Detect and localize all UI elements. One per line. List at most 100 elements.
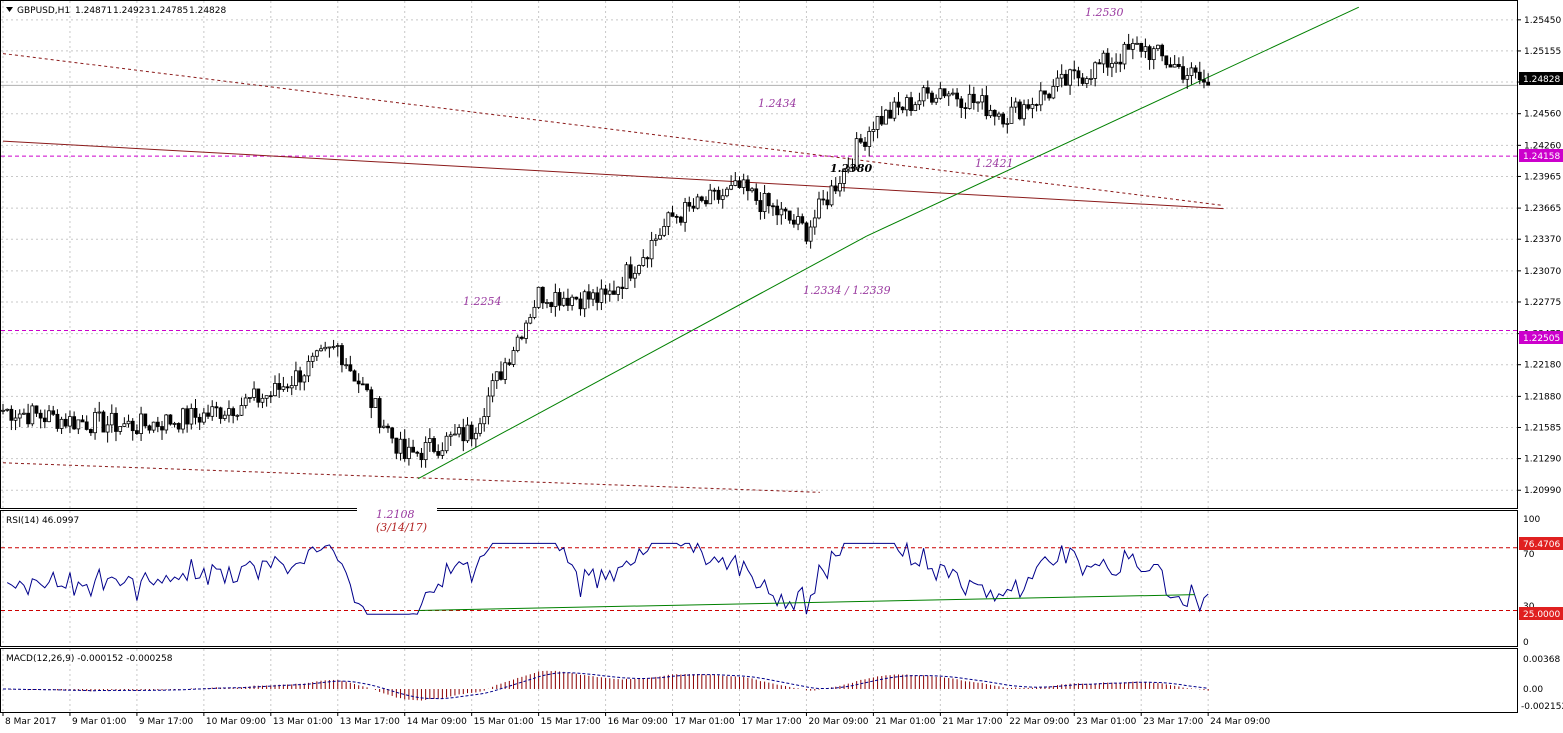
rsi-series bbox=[1, 541, 1517, 615]
price-tick-label: 1.22775 bbox=[1524, 298, 1561, 308]
candle-body bbox=[666, 212, 671, 227]
candle-body bbox=[863, 141, 867, 147]
candle-body bbox=[118, 426, 123, 432]
rsi-label: RSI(14) 46.0997 bbox=[6, 516, 79, 526]
candle-body bbox=[1197, 71, 1202, 81]
candle-body bbox=[691, 205, 696, 209]
candle-body bbox=[1122, 43, 1127, 65]
candle-body bbox=[423, 442, 428, 461]
candle-body bbox=[507, 362, 512, 365]
candle-body bbox=[683, 202, 687, 223]
level-1-label: 1.24158 bbox=[1523, 152, 1560, 162]
candle-body bbox=[750, 188, 754, 192]
candle-body bbox=[524, 322, 528, 339]
candle-body bbox=[486, 395, 491, 417]
candle-body bbox=[536, 286, 541, 308]
candle-body bbox=[210, 406, 215, 417]
candle-body bbox=[833, 185, 838, 192]
candle-body bbox=[1130, 43, 1135, 50]
candle-body bbox=[348, 364, 353, 372]
candle-body bbox=[649, 240, 654, 260]
candle-body bbox=[821, 198, 826, 201]
candle-body bbox=[570, 296, 575, 306]
candle-body bbox=[59, 418, 64, 429]
candle-body bbox=[252, 388, 256, 398]
rsi-tick-70: 70 bbox=[1523, 550, 1535, 560]
candle-body bbox=[1168, 64, 1173, 68]
candle-body bbox=[838, 183, 842, 192]
candle-body bbox=[578, 298, 583, 310]
candle-body bbox=[147, 425, 152, 431]
rsi-upper-tag bbox=[1519, 537, 1563, 550]
candle-body bbox=[277, 383, 282, 390]
candle-body bbox=[17, 413, 22, 419]
candle-body bbox=[1038, 90, 1043, 106]
candle-body bbox=[377, 398, 382, 428]
price-tick-label: 1.25155 bbox=[1524, 47, 1561, 57]
candle-body bbox=[201, 412, 206, 423]
macd-series bbox=[3, 670, 1209, 701]
candle-body bbox=[499, 371, 503, 380]
candle-body bbox=[930, 92, 934, 103]
candle-body bbox=[917, 100, 922, 106]
candle-body bbox=[302, 375, 307, 383]
candle-body bbox=[231, 408, 236, 417]
candle-body bbox=[704, 200, 708, 205]
channel-dashed-line bbox=[2, 53, 1224, 206]
candle-body bbox=[980, 95, 985, 103]
candle-body bbox=[369, 389, 374, 408]
candle-body bbox=[482, 416, 487, 425]
candle-body bbox=[871, 129, 876, 132]
candle-body bbox=[804, 222, 809, 242]
ohlc-close: 1.24828 bbox=[189, 6, 226, 16]
candle-body bbox=[411, 446, 415, 453]
candle-body bbox=[285, 386, 290, 389]
candle-body bbox=[658, 234, 662, 240]
candle-body bbox=[218, 407, 223, 419]
candle-body bbox=[185, 408, 190, 425]
candle-body bbox=[1030, 104, 1035, 109]
current-price-tag bbox=[1519, 72, 1563, 85]
annotation-backdrop bbox=[357, 508, 437, 512]
candle-body bbox=[1126, 43, 1131, 50]
candle-body bbox=[26, 412, 31, 425]
candle-body bbox=[105, 424, 110, 433]
candle-body bbox=[243, 397, 248, 406]
candle-body bbox=[461, 427, 466, 442]
candle-body bbox=[674, 216, 679, 218]
candle-body bbox=[84, 421, 89, 430]
price-tick-label: 1.24560 bbox=[1524, 110, 1561, 120]
dropdown-triangle-icon[interactable] bbox=[6, 7, 13, 12]
candle-body bbox=[850, 166, 855, 169]
candle-body bbox=[135, 430, 139, 434]
candle-body bbox=[959, 98, 964, 108]
candle-body bbox=[93, 412, 97, 434]
candle-body bbox=[68, 416, 72, 427]
time-tick-label: 15 Mar 01:00 bbox=[474, 717, 534, 727]
candle-body bbox=[628, 264, 633, 279]
candle-body bbox=[670, 212, 675, 217]
candle-body bbox=[1059, 73, 1064, 79]
candle-body bbox=[151, 421, 156, 431]
annotation-high: 1.2530 bbox=[1085, 6, 1124, 19]
candle-body bbox=[775, 205, 780, 216]
candle-body bbox=[440, 450, 445, 456]
level-1-tag bbox=[1519, 149, 1563, 162]
candle-body bbox=[511, 350, 516, 365]
candle-body bbox=[695, 196, 700, 209]
rsi-tick-100: 100 bbox=[1523, 515, 1540, 525]
candle-body bbox=[227, 408, 231, 416]
candle-body bbox=[561, 297, 566, 306]
candle-body bbox=[808, 226, 813, 242]
candle-body bbox=[490, 380, 495, 397]
candle-body bbox=[164, 414, 169, 431]
candle-body bbox=[1185, 75, 1190, 80]
candles bbox=[1, 33, 1211, 468]
candle-body bbox=[904, 97, 909, 111]
candle-body bbox=[381, 425, 386, 428]
candle-body bbox=[503, 362, 508, 380]
ohlc-low: 1.24785 bbox=[151, 6, 188, 16]
candle-body bbox=[1080, 77, 1085, 84]
candle-body bbox=[181, 408, 185, 430]
